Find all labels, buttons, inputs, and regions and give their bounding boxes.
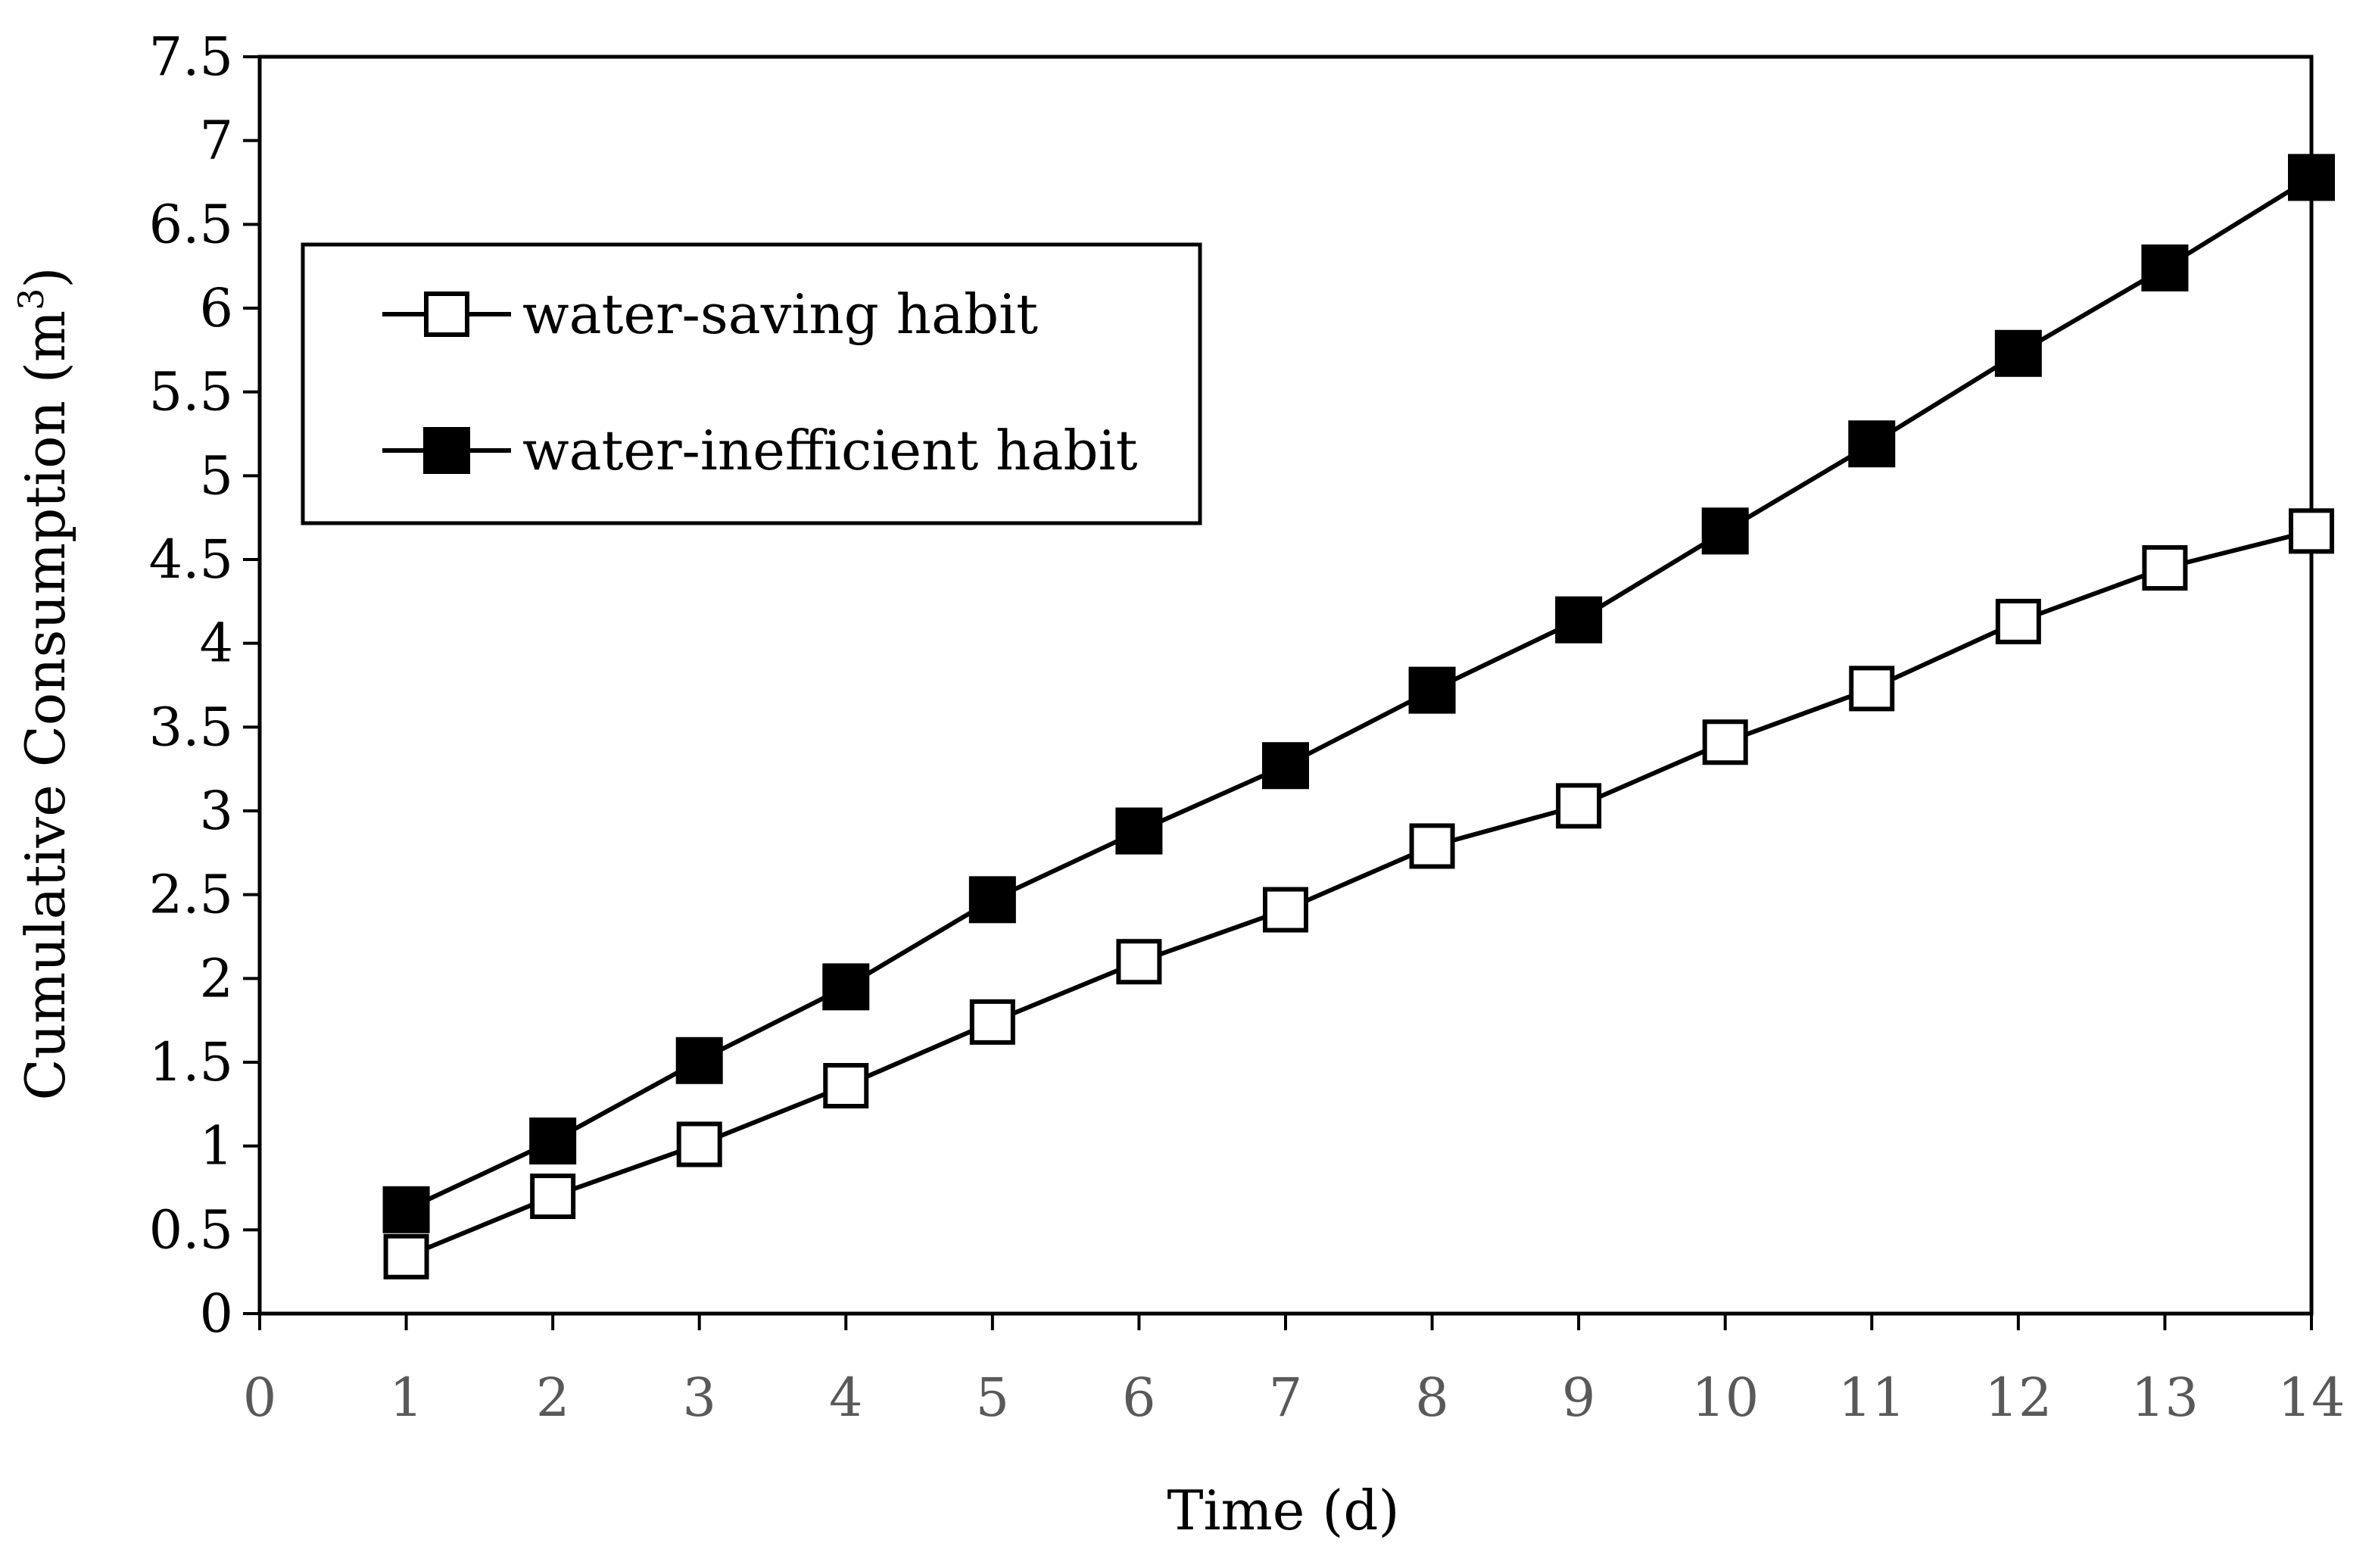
- data-point-water-saving-habit: [1116, 939, 1162, 985]
- y-axis-label-superscript: 3: [11, 288, 51, 310]
- y-tick-label: 6: [199, 277, 233, 339]
- y-tick-label: 3: [199, 780, 233, 842]
- data-point-water-inefficient-habit: [1115, 807, 1163, 855]
- x-tick-label: 7: [1269, 1367, 1303, 1429]
- y-axis-label-text: Cumulative Consumption (m: [14, 310, 77, 1101]
- x-axis-label: Time (d): [1167, 1479, 1399, 1542]
- y-axis-ticks: 0 0.5 1 1.5 2 2.5 3 3.5 4 4.5 5 5.5 6 6.5 7 7.5: [149, 26, 260, 1345]
- series-water-saving-habit: [383, 508, 2334, 1280]
- legend-box: [301, 242, 1202, 525]
- data-point-water-inefficient-habit: [1994, 329, 2042, 377]
- series-line-water-saving-habit: [405, 528, 2312, 1259]
- x-tick-label: 13: [2131, 1367, 2199, 1429]
- y-tick-label: 0: [199, 1283, 233, 1345]
- y-tick-label: 2.5: [149, 864, 233, 926]
- series-layer: [382, 154, 2335, 1280]
- data-point-water-saving-habit: [1702, 719, 1748, 765]
- y-tick-label: 0.5: [149, 1199, 233, 1261]
- y-tick-label: 7: [199, 110, 233, 172]
- data-point-water-saving-habit: [1409, 823, 1455, 869]
- y-tick-label: 1: [199, 1115, 233, 1177]
- data-point-water-saving-habit: [823, 1062, 869, 1108]
- data-point-water-inefficient-habit: [1408, 666, 1456, 714]
- x-tick-label: 10: [1691, 1367, 1759, 1429]
- data-point-water-saving-habit: [2142, 545, 2188, 591]
- y-tick-label: 5.5: [149, 361, 233, 423]
- data-point-water-inefficient-habit: [675, 1037, 723, 1084]
- x-tick-label: 14: [2277, 1367, 2345, 1429]
- data-point-water-inefficient-habit: [968, 876, 1016, 924]
- data-point-water-saving-habit: [1263, 887, 1308, 933]
- data-point-water-saving-habit: [1849, 666, 1895, 712]
- data-point-water-inefficient-habit: [1701, 507, 1749, 555]
- y-tick-label: 5: [199, 444, 233, 507]
- y-tick-label: 1.5: [149, 1031, 233, 1093]
- y-tick-label: 3.5: [149, 696, 233, 758]
- y-axis-label: Cumulative Consumption (m3): [11, 267, 77, 1101]
- data-point-water-saving-habit: [1995, 598, 2041, 644]
- x-tick-label: 8: [1415, 1367, 1449, 1429]
- data-point-water-saving-habit: [530, 1174, 576, 1220]
- x-tick-label: 2: [536, 1367, 570, 1429]
- data-point-water-inefficient-habit: [529, 1118, 577, 1165]
- data-point-water-inefficient-habit: [2141, 244, 2189, 291]
- y-tick-label: 4: [199, 613, 233, 675]
- legend-label-water-saving: water-saving habit: [522, 282, 1038, 346]
- data-point-water-inefficient-habit: [382, 1186, 430, 1233]
- data-point-water-saving-habit: [676, 1121, 722, 1167]
- x-tick-label: 6: [1122, 1367, 1156, 1429]
- y-tick-label: 7.5: [149, 26, 233, 88]
- data-point-water-inefficient-habit: [1262, 742, 1309, 790]
- x-axis-ticks: 0 1 2 3 4 5 6 7 8 9 10 11 12 13 14: [243, 1314, 2346, 1429]
- x-tick-label: 3: [682, 1367, 716, 1429]
- x-tick-label: 9: [1562, 1367, 1596, 1429]
- x-tick-label: 4: [829, 1367, 863, 1429]
- x-tick-label: 0: [243, 1367, 277, 1429]
- y-axis-label-close: ): [14, 267, 77, 288]
- y-tick-label: 4.5: [149, 528, 233, 591]
- legend-marker-water-inefficient: [423, 427, 470, 474]
- x-tick-label: 11: [1838, 1367, 1906, 1429]
- data-point-water-inefficient-habit: [1555, 596, 1603, 644]
- series-water-inefficient-habit: [382, 154, 2335, 1233]
- data-point-water-inefficient-habit: [2288, 154, 2335, 201]
- x-tick-label: 1: [389, 1367, 423, 1429]
- data-point-water-saving-habit: [383, 1233, 429, 1280]
- y-tick-label: 2: [199, 947, 233, 1009]
- data-point-water-inefficient-habit: [1848, 420, 1896, 468]
- series-line-water-inefficient-habit: [405, 175, 2313, 1212]
- data-point-water-inefficient-habit: [822, 963, 870, 1011]
- data-point-water-saving-habit: [969, 999, 1015, 1045]
- legend-label-water-inefficient: water-inefficient habit: [522, 419, 1138, 482]
- data-point-water-saving-habit: [1556, 783, 1602, 829]
- x-tick-label: 5: [976, 1367, 1010, 1429]
- y-tick-label: 6.5: [149, 193, 233, 255]
- legend-marker-water-saving: [424, 291, 469, 337]
- legend: water-saving habit water-inefficient hab…: [301, 242, 1202, 525]
- data-point-water-saving-habit: [2289, 508, 2334, 554]
- x-tick-label: 12: [1984, 1367, 2052, 1429]
